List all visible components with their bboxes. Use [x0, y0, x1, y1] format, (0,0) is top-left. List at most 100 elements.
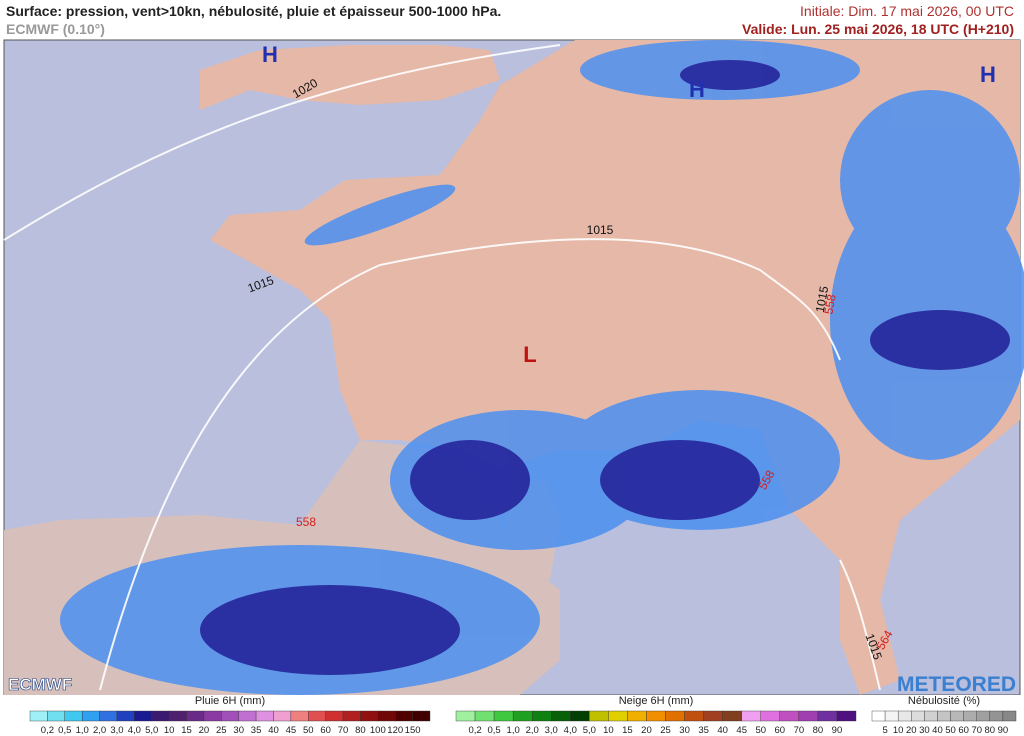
- color-swatch: [395, 710, 413, 722]
- legend-tick: 15: [181, 725, 192, 736]
- color-swatch: [989, 710, 1004, 722]
- color-swatch: [1002, 710, 1017, 722]
- pressure-center: H: [689, 77, 705, 102]
- legend-tick: 0,2: [468, 725, 481, 736]
- color-swatch: [29, 710, 48, 722]
- legend-title: Nébulosité (%): [908, 695, 980, 707]
- isobars: [3, 44, 881, 691]
- color-swatch: [360, 710, 379, 722]
- color-swatch: [64, 710, 83, 722]
- model: ECMWF (0.10°): [6, 21, 105, 37]
- ecmwf-logo: ECMWF: [8, 675, 72, 694]
- legend-tick: 10: [893, 725, 904, 736]
- legend-tick: 3,0: [545, 725, 558, 736]
- legend-tick: 40: [268, 725, 279, 736]
- legend-tick: 5,0: [145, 725, 158, 736]
- legend-tick: 30: [233, 725, 244, 736]
- color-swatch: [897, 710, 912, 722]
- color-swatch: [570, 710, 590, 722]
- color-swatch: [779, 710, 800, 722]
- color-swatch: [221, 710, 239, 722]
- legend-tick: 2,0: [526, 725, 539, 736]
- color-swatch: [81, 710, 100, 722]
- initial-time: Initiale: Dim. 17 mai 2026, 00 UTC: [800, 3, 1014, 19]
- color-swatch: [308, 710, 326, 722]
- map-area: [3, 39, 1024, 696]
- legend-tick: 30: [919, 725, 930, 736]
- color-swatch: [255, 710, 274, 722]
- legend-tick: 4,0: [128, 725, 141, 736]
- color-swatch: [290, 710, 309, 722]
- title: Surface: pression, vent>10kn, nébulosité…: [6, 3, 501, 19]
- color-swatch: [474, 710, 495, 722]
- heavy-rain: [200, 60, 1010, 675]
- legend-tick: 90: [998, 725, 1009, 736]
- legend-tick: 20: [199, 725, 210, 736]
- color-swatch: [976, 710, 991, 722]
- pressure-center: H: [980, 62, 996, 87]
- legend-tick: 45: [736, 725, 747, 736]
- legend-tick: 50: [945, 725, 956, 736]
- legend-tick: 50: [755, 725, 766, 736]
- isobar-label: 1015: [587, 223, 614, 237]
- color-swatch: [884, 710, 899, 722]
- color-swatch: [168, 710, 187, 722]
- legend-tick: 40: [717, 725, 728, 736]
- pressure-center: L: [523, 342, 536, 367]
- legend-tick: 25: [216, 725, 227, 736]
- color-swatch: [608, 710, 628, 722]
- legend-tick: 70: [794, 725, 805, 736]
- legend-title: Neige 6H (mm): [619, 695, 694, 707]
- legend-tick: 20: [906, 725, 917, 736]
- legend-tick: 60: [958, 725, 969, 736]
- legend-tick: 120: [387, 725, 403, 736]
- legend-tick: 25: [660, 725, 671, 736]
- color-swatch: [238, 710, 257, 722]
- legend-tick: 60: [775, 725, 786, 736]
- legend-tick: 100: [370, 725, 386, 736]
- color-swatch: [99, 710, 118, 722]
- legend-tick: 45: [286, 725, 297, 736]
- color-swatch: [186, 710, 205, 722]
- legend-tick: 1,0: [76, 725, 89, 736]
- color-swatch: [963, 710, 977, 722]
- color-swatch: [342, 710, 361, 722]
- legend-tick: 10: [164, 725, 175, 736]
- legend-tick: 60: [320, 725, 331, 736]
- isobar-label: 1015: [813, 285, 831, 314]
- thickness-label: 558: [296, 515, 316, 529]
- legend-tick: 5,0: [583, 725, 596, 736]
- color-swatch: [741, 710, 761, 722]
- color-swatch: [203, 710, 222, 722]
- color-swatch: [512, 710, 533, 722]
- color-swatch: [551, 710, 571, 722]
- color-swatch: [911, 710, 925, 722]
- color-swatch: [531, 710, 552, 722]
- legend-tick: 5: [882, 725, 887, 736]
- legend-tick: 4,0: [564, 725, 577, 736]
- color-swatch: [325, 710, 344, 722]
- color-swatch: [493, 710, 514, 722]
- color-swatch: [47, 710, 65, 722]
- color-swatch: [412, 710, 431, 722]
- legend-tick: 150: [405, 725, 421, 736]
- legend-tick: 70: [338, 725, 349, 736]
- color-swatch: [455, 710, 476, 722]
- color-swatch: [760, 710, 781, 722]
- legend-tick: 40: [932, 725, 943, 736]
- legend-tick: 0,2: [41, 725, 54, 736]
- legend-tick: 15: [622, 725, 633, 736]
- color-swatch: [684, 710, 704, 722]
- color-swatch: [377, 710, 396, 722]
- color-swatch: [273, 710, 292, 722]
- legend-tick: 90: [832, 725, 843, 736]
- legend-tick: 3,0: [110, 725, 123, 736]
- legend-tick: 2,0: [93, 725, 106, 736]
- valid-time: Valide: Lun. 25 mai 2026, 18 UTC (H+210): [742, 21, 1014, 37]
- legend-tick: 80: [355, 725, 366, 736]
- color-swatch: [950, 710, 964, 722]
- color-swatch: [871, 710, 886, 722]
- legend-tick: 30: [679, 725, 690, 736]
